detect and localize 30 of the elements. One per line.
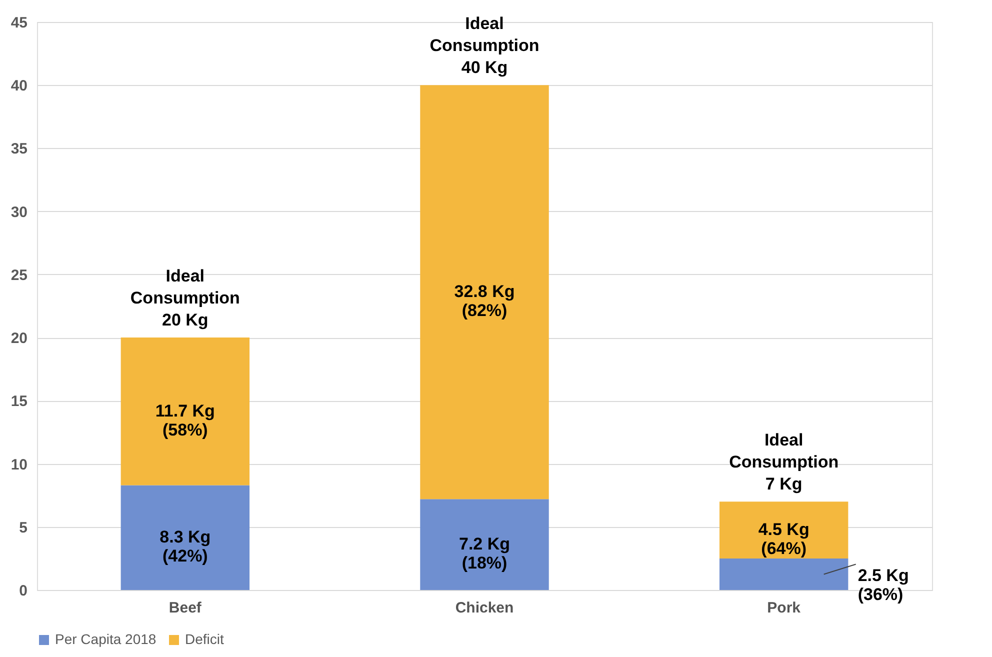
x-tick-label: Beef — [168, 600, 202, 616]
data-label: 7.2 Kg (18%) — [458, 534, 510, 573]
y-tick-label: 45 — [10, 14, 28, 32]
legend-label: Per Capita 2018 — [55, 631, 156, 647]
total-label: Ideal Consumption 7 Kg — [729, 430, 839, 494]
y-tick-label: 40 — [10, 78, 28, 95]
y-tick-label: 35 — [10, 140, 28, 158]
y-tick-label: 10 — [10, 456, 28, 474]
data-label: 2.5 Kg (36%) — [858, 566, 909, 604]
data-label: 4.5 Kg (64%) — [758, 520, 810, 558]
y-tick-label: 30 — [10, 204, 28, 221]
bar — [719, 502, 848, 558]
y-tick-label: 20 — [10, 330, 28, 348]
x-tick-label: Chicken — [455, 600, 514, 616]
bar — [420, 499, 549, 590]
data-label: 32.8 Kg (82%) — [454, 282, 515, 320]
y-tick-label: 15 — [10, 393, 28, 410]
bar — [420, 85, 549, 500]
x-tick-label: Pork — [767, 600, 802, 616]
data-label: 11.7 Kg (58%) — [155, 401, 215, 440]
bar — [120, 338, 250, 486]
y-tick-label: 25 — [10, 266, 28, 284]
bar — [719, 558, 848, 590]
y-tick-label: 5 — [19, 519, 28, 536]
total-label: Ideal Consumption 20 Kg — [130, 266, 240, 330]
legend-label: Deficit — [185, 631, 224, 647]
y-tick-label: 0 — [19, 582, 28, 600]
data-label: 8.3 Kg (42%) — [160, 528, 211, 566]
bar — [120, 485, 250, 590]
total-label: Ideal Consumption 40 Kg — [430, 14, 540, 78]
